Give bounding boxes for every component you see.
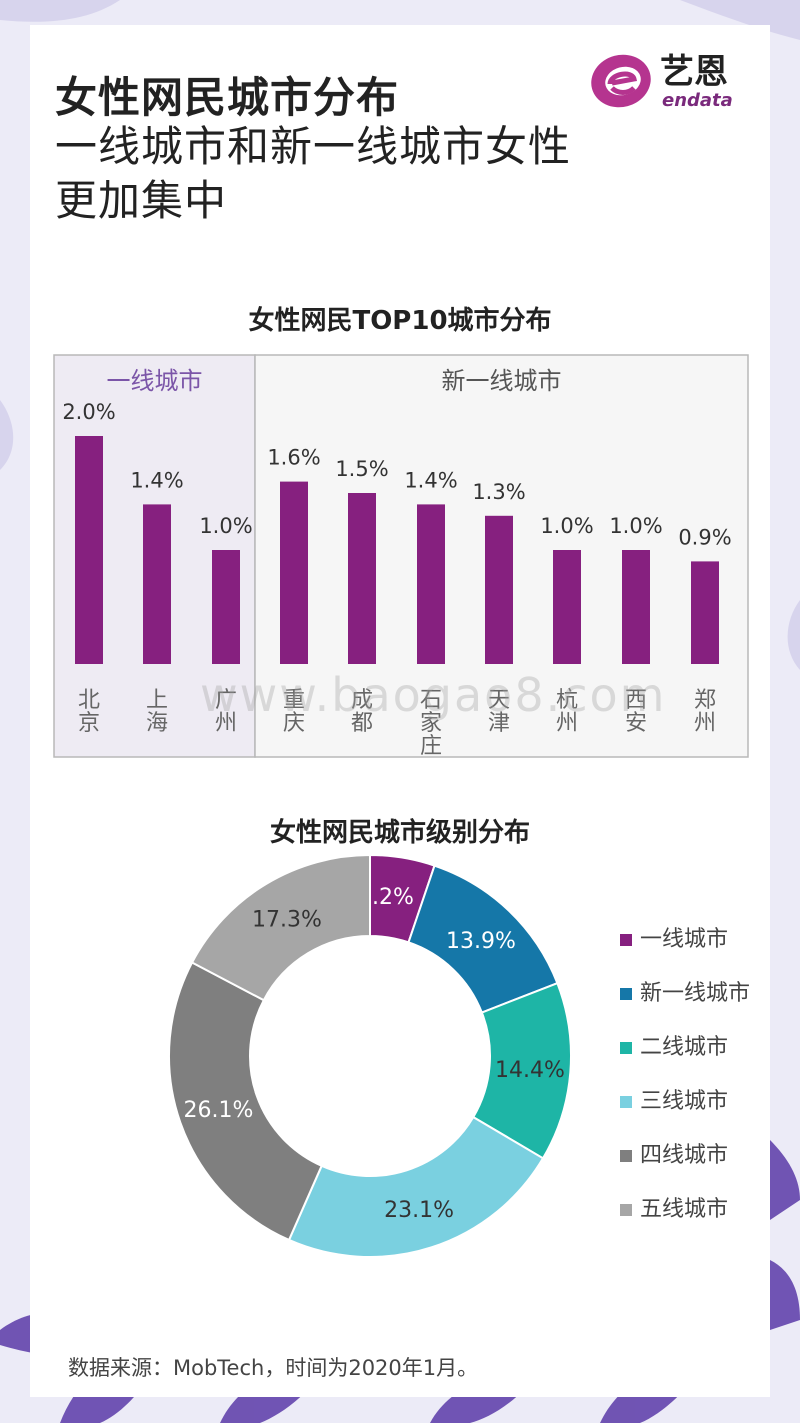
bar-category-label: 都 [351,711,373,736]
bar-value-label: 1.4% [404,468,457,492]
bar-category-label: 庆 [283,711,305,736]
bar-category-label: 北 [78,688,100,713]
legend-label: 一线城市 [640,927,728,952]
legend-label: 新一线城市 [640,981,750,1006]
bar [485,515,513,664]
bar-category-label: 州 [215,711,237,736]
bar-category-label: 庄 [420,734,442,759]
legend-swatch [620,1204,632,1216]
bar [348,493,376,664]
legend-swatch [620,1096,632,1108]
page-subtitle: 一线城市和新一线城市女性更加集中 [55,122,572,225]
bar-value-label: 1.6% [267,446,320,470]
bar [691,561,719,664]
bar-category-label: 广 [215,688,237,713]
donut-slice-label: 26.1% [184,1098,254,1123]
bar-category-label: 杭 [556,688,578,713]
bar [280,481,308,664]
logo-chinese-text: 艺恩 [660,52,728,92]
bar-group-label: 一线城市 [107,367,203,395]
legend-swatch [620,1042,632,1054]
bar-value-label: 0.9% [678,525,731,549]
legend-swatch [620,1150,632,1162]
bar-value-label: 1.3% [472,480,525,504]
endata-logo-icon [591,54,651,108]
bar [553,550,581,664]
bar-category-label: 西 [625,688,647,713]
bar-group-label: 新一线城市 [442,367,562,395]
bar [212,550,240,664]
legend-swatch [620,934,632,946]
bar-value-label: 2.0% [62,400,115,424]
bar-value-label: 1.0% [199,514,252,538]
bar [75,436,103,664]
legend-swatch [620,988,632,1000]
donut-slice-label: 17.3% [252,908,322,933]
bar-value-label: 1.4% [130,468,183,492]
top10-city-bar-chart: 一线城市2.0%北京1.4%上海1.0%广州新一线城市1.6%重庆1.5%成都1… [53,354,749,759]
bar-category-label: 重 [283,688,305,713]
bar-category-label: 州 [694,711,716,736]
bar-category-label: 家 [420,711,442,736]
legend-label: 三线城市 [640,1089,728,1114]
page-title: 女性网民城市分布 [55,73,400,122]
donut-chart-title: 女性网民城市级别分布 [269,818,530,848]
legend-label: 二线城市 [640,1035,728,1060]
bar-category-label: 郑 [694,688,716,713]
bar-value-label: 1.0% [609,514,662,538]
legend-label: 五线城市 [640,1197,728,1222]
bar-category-label: 津 [488,711,510,736]
bar-category-label: 安 [625,711,647,736]
donut-slice [287,1115,545,1258]
donut-slice-label: 13.9% [446,929,516,954]
bar-chart-title: 女性网民TOP10城市分布 [248,306,552,336]
bar-category-label: 上 [146,688,168,713]
bar-category-label: 成 [351,688,373,713]
bar-category-label: 州 [556,711,578,736]
bar [622,550,650,664]
bar-category-label: 天 [488,688,510,713]
bar-category-label: 石 [420,688,442,713]
logo-english-text: endata [662,90,733,111]
data-source-note: 数据来源：MobTech，时间为2020年1月。 [68,1356,479,1380]
city-tier-donut-chart: 5.2%13.9%14.4%23.1%26.1%17.3%一线城市新一线城市二线… [168,853,750,1258]
watermark: www.baogao8.com [200,668,667,722]
bar-value-label: 1.5% [335,457,388,481]
donut-slice-label: 14.4% [495,1058,565,1083]
legend-label: 四线城市 [640,1143,728,1168]
bar-category-label: 京 [78,711,100,736]
donut-slice [168,961,323,1242]
bar-category-label: 海 [146,711,168,736]
bar [143,504,171,664]
donut-slice-label: 23.1% [384,1198,454,1223]
bar-value-label: 1.0% [540,514,593,538]
donut-slice [190,853,371,1002]
bar [417,504,445,664]
